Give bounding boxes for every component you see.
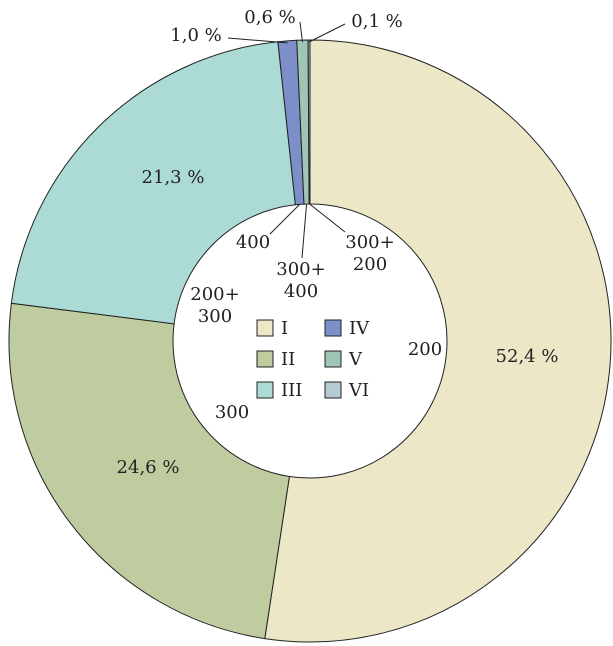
donut-segment: [264, 39, 612, 643]
legend-swatch: [324, 381, 342, 399]
value-label: 21,3 %: [142, 167, 205, 188]
segment-label: 200+: [190, 284, 239, 305]
segment-label: 200: [353, 254, 387, 275]
leader-line: [227, 37, 288, 44]
value-label: 0,6 %: [244, 7, 295, 28]
donut-segment: [8, 302, 290, 640]
legend-swatch: [256, 350, 274, 368]
leader-line: [269, 204, 301, 235]
segment-label: 300: [198, 306, 232, 327]
value-label: 0,1 %: [351, 11, 402, 32]
legend-label: V: [348, 349, 363, 370]
leader-line: [299, 21, 303, 43]
segment-label: 400: [284, 281, 318, 302]
segment-label: 200: [408, 339, 442, 360]
value-label: 1,0 %: [170, 25, 221, 46]
segment-label: 300+: [276, 259, 325, 280]
segment-label: 400: [236, 232, 270, 253]
legend-swatch: [256, 381, 274, 399]
legend-label: VI: [348, 380, 369, 401]
segment-label: 300+: [345, 232, 394, 253]
legend-label: II: [281, 349, 295, 370]
legend-swatch: [324, 350, 342, 368]
leader-line: [308, 23, 346, 43]
legend-swatch: [324, 319, 342, 337]
legend-swatch: [256, 319, 274, 337]
legend-label: IV: [349, 318, 370, 339]
value-label: 52,4 %: [496, 346, 559, 367]
leader-line: [301, 204, 308, 259]
legend-label: I: [281, 318, 288, 339]
leader-line: [309, 203, 346, 233]
donut-segment: [10, 41, 296, 325]
legend-label: III: [281, 380, 302, 401]
value-label: 24,6 %: [117, 457, 180, 478]
segment-label: 300: [215, 402, 249, 423]
